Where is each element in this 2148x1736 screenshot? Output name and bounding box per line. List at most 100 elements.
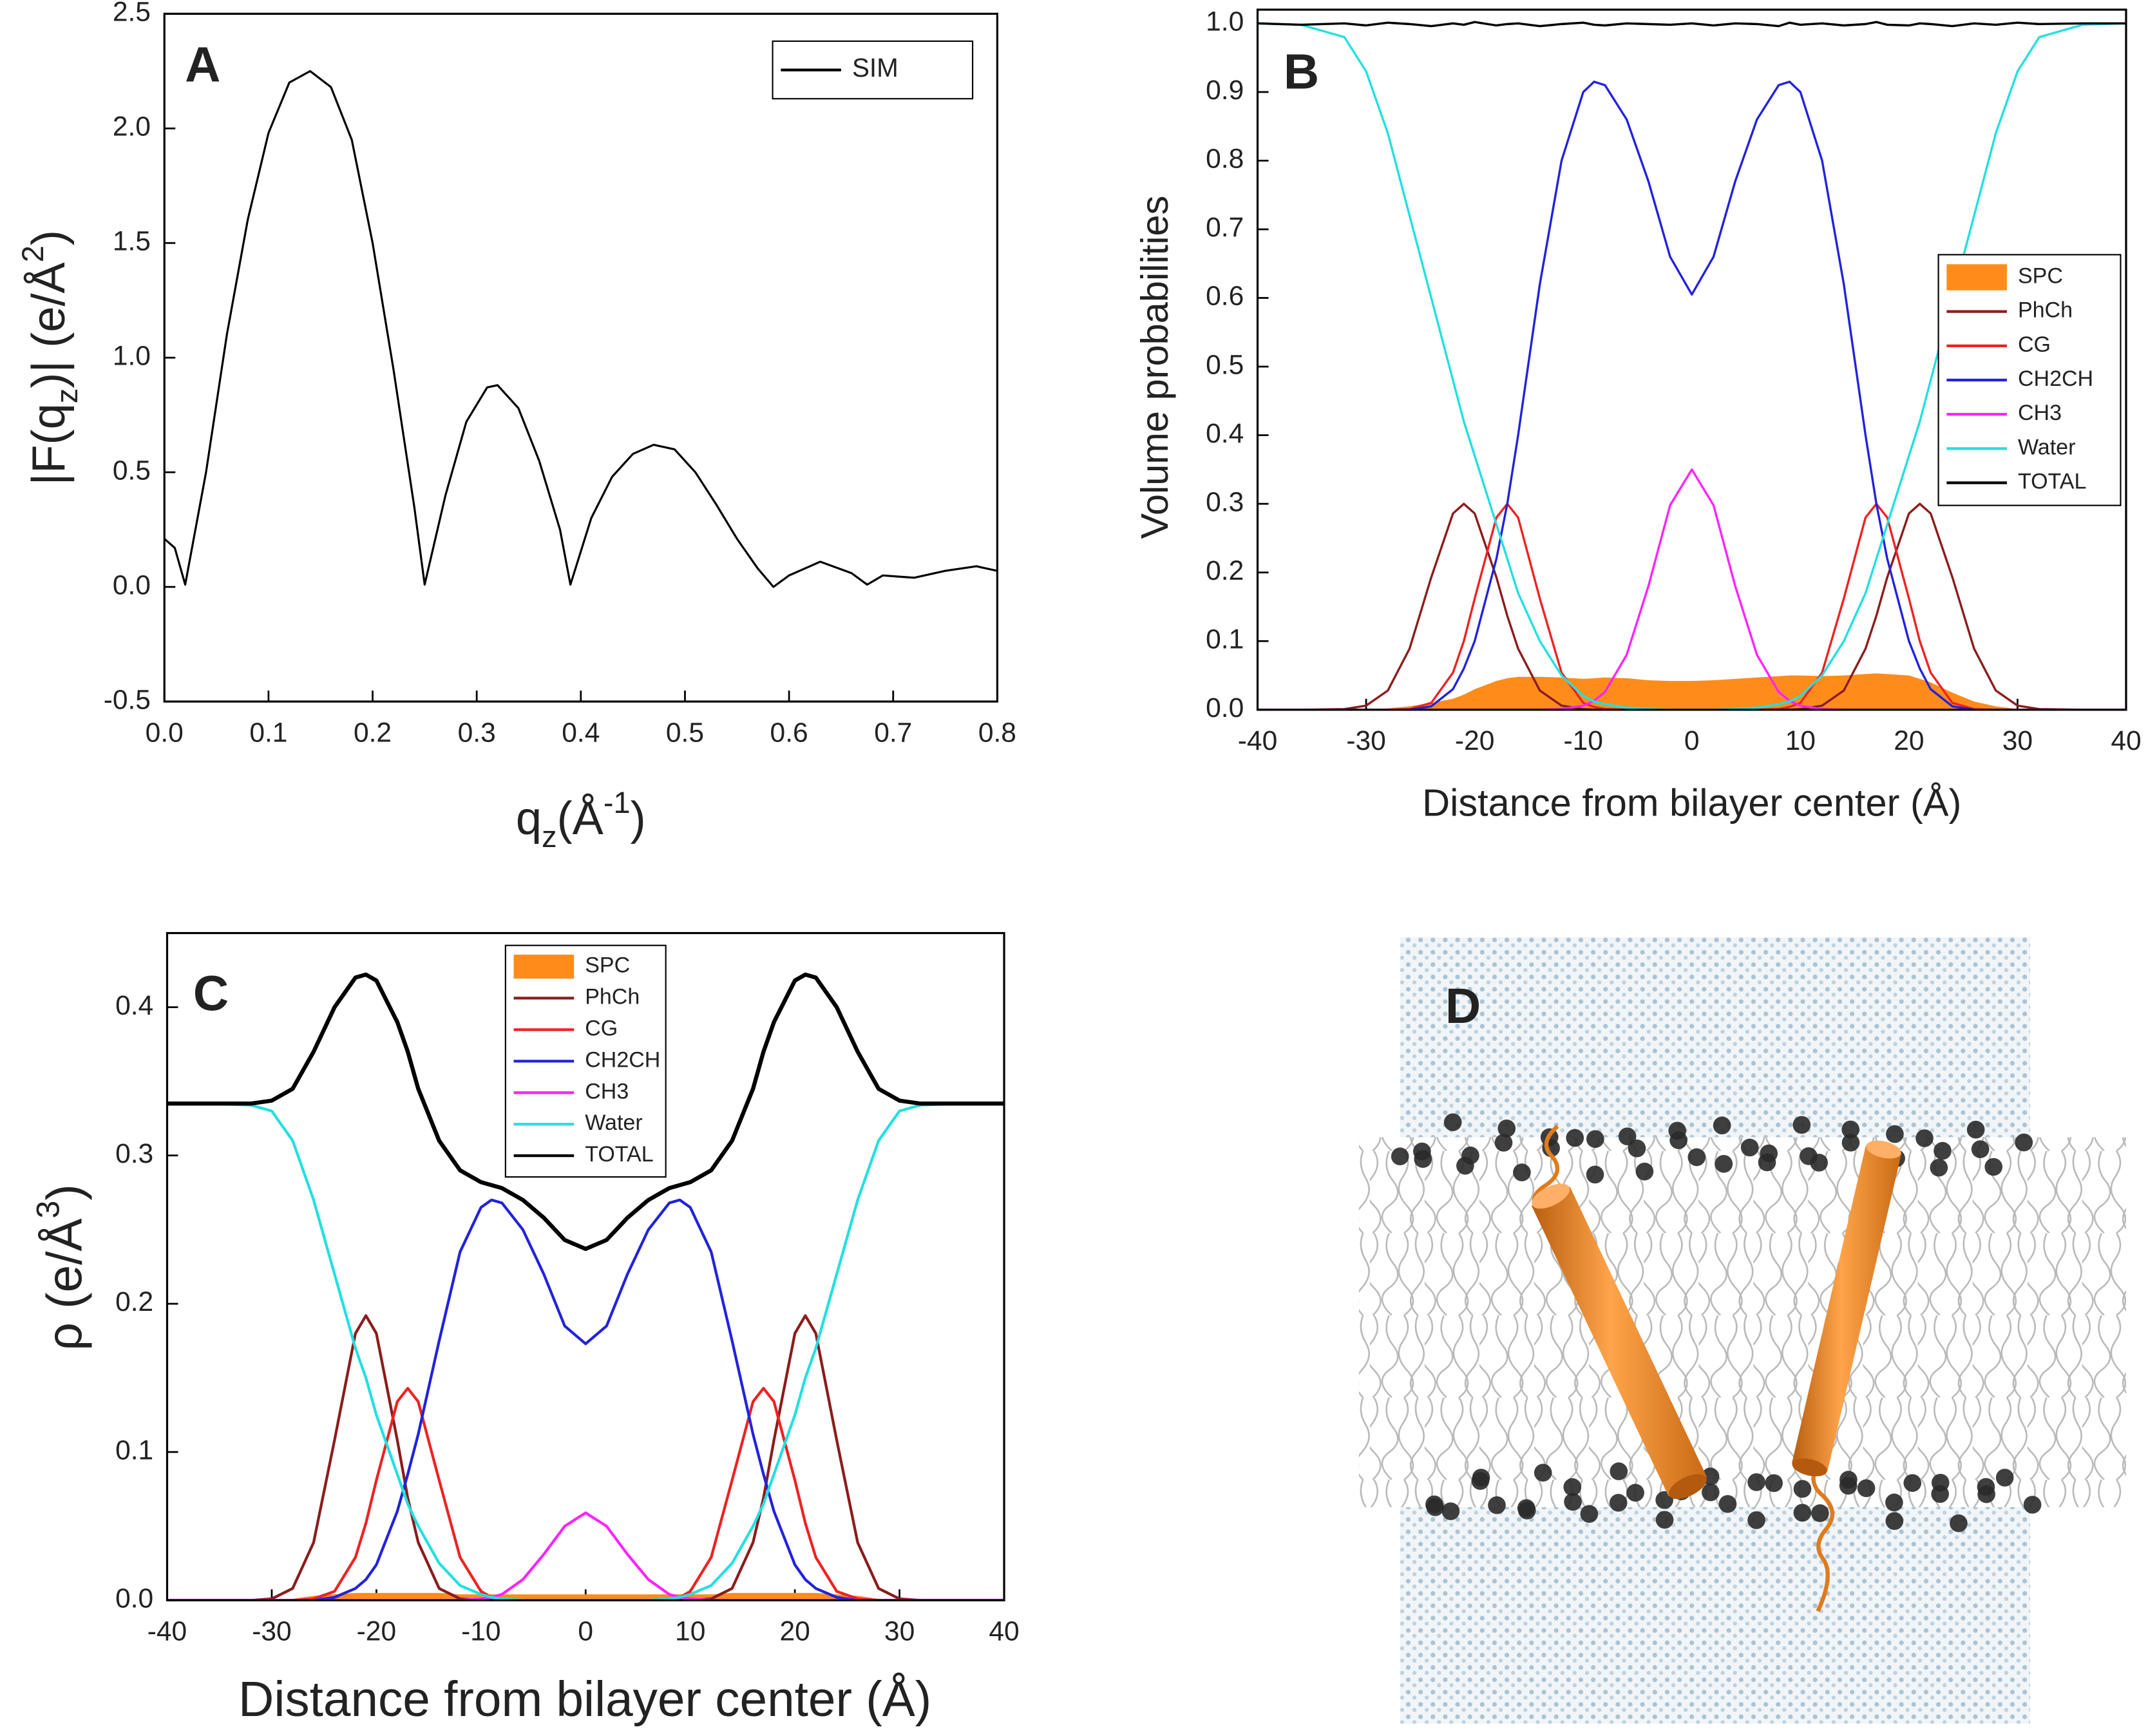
x-tick-label: 40 — [2111, 725, 2141, 756]
x-tick-label: -10 — [1563, 725, 1602, 756]
y-tick-label: 0.1 — [1206, 624, 1244, 655]
y-tick-label: 0.0 — [113, 569, 151, 600]
x-tick-label: -30 — [252, 1616, 291, 1647]
y-tick-label: 0.0 — [115, 1583, 153, 1614]
headgroup — [1760, 1144, 1778, 1163]
lipid-tails — [1358, 1137, 2126, 1507]
coil — [1811, 1465, 1834, 1612]
headgroup — [1497, 1119, 1516, 1138]
area — [167, 1592, 1005, 1601]
x-tick-label: 40 — [989, 1616, 1019, 1647]
headgroups — [1391, 1113, 2042, 1532]
y-tick-label: 0.3 — [1206, 486, 1244, 517]
helix-cylinder — [1792, 1145, 1902, 1472]
axis-label-part: )| (e/Å — [23, 262, 75, 388]
plot-area — [167, 972, 1005, 1601]
headgroup — [1618, 1127, 1637, 1145]
headgroup — [1626, 1483, 1644, 1502]
y-tick-label: 0.7 — [1206, 212, 1244, 243]
y-tick-label: 0.2 — [115, 1286, 153, 1317]
legend-label: CG — [2018, 332, 2051, 357]
x-tick-label: 0.1 — [249, 717, 287, 748]
headgroup — [1841, 1134, 1860, 1152]
area — [1257, 673, 2126, 710]
headgroup — [1713, 1116, 1731, 1134]
headgroup — [1765, 1474, 1783, 1493]
axis-label-part: -1 — [604, 785, 631, 819]
line — [167, 972, 1005, 1251]
axis-label-part: 2 — [15, 245, 50, 262]
axis-label-part: ) — [23, 230, 75, 245]
panel-label: B — [1284, 44, 1319, 99]
y-tick-label: 1.5 — [113, 226, 151, 257]
headgroup — [1984, 1158, 2003, 1176]
plot-area — [1257, 21, 2126, 710]
headgroup — [1885, 1512, 1904, 1531]
line — [1257, 502, 2126, 710]
plot-area — [164, 70, 998, 588]
y-tick-label: 0.1 — [115, 1435, 153, 1465]
helix-cap — [1532, 1183, 1570, 1209]
headgroup — [1903, 1474, 1922, 1493]
headgroup — [1915, 1129, 1934, 1147]
legend-swatch — [1946, 264, 2007, 291]
line — [1257, 81, 2126, 710]
headgroup — [1609, 1494, 1628, 1512]
axis-label: Distance from bilayer center (Å) — [1422, 781, 1961, 824]
x-tick-label: -30 — [1346, 725, 1385, 756]
y-tick-label: 2.5 — [113, 0, 151, 28]
headgroup — [1966, 1120, 1985, 1139]
axis-label-part: z — [542, 819, 557, 854]
headgroup — [1811, 1504, 1829, 1522]
legend-label: CH2CH — [2018, 367, 2093, 391]
helix-cap — [1866, 1140, 1901, 1159]
headgroup — [1747, 1473, 1765, 1491]
x-tick-label: 0 — [578, 1616, 593, 1647]
headgroup — [1995, 1469, 2014, 1487]
headgroup — [1793, 1480, 1812, 1498]
axis-label: Distance from bilayer center (Å) — [238, 1672, 931, 1727]
headgroup — [1472, 1469, 1490, 1487]
y-tick-label: 0.4 — [115, 990, 153, 1021]
panel-label: A — [185, 38, 220, 93]
headgroup — [1628, 1139, 1646, 1158]
axis-label-part: ρ (e/Å — [38, 1218, 93, 1350]
headgroup — [1413, 1142, 1431, 1161]
x-tick-label: 20 — [1894, 725, 1924, 756]
plot-frame — [1256, 8, 2127, 711]
axis-label-part: ) — [38, 1184, 93, 1200]
line — [1257, 21, 2126, 28]
x-tick-label: -10 — [461, 1616, 500, 1647]
axis-label: qz(Å-1) — [516, 785, 646, 854]
headgroup — [1885, 1493, 1903, 1512]
legend-label: TOTAL — [2018, 470, 2086, 494]
headgroup — [1740, 1138, 1759, 1157]
x-tick-label: 0.6 — [770, 717, 808, 748]
legend-label: CG — [585, 1016, 618, 1040]
headgroup — [1841, 1120, 1859, 1139]
headgroup — [1635, 1162, 1654, 1181]
line — [167, 1511, 1005, 1601]
line — [1257, 22, 2126, 710]
y-tick-label: 0.2 — [1206, 555, 1244, 586]
plot-frame — [166, 931, 1005, 1601]
x-tick-label: 10 — [1785, 725, 1816, 756]
headgroup — [1391, 1147, 1409, 1166]
legend-label: SPC — [585, 953, 630, 978]
panel-label: D — [1445, 979, 1481, 1034]
axis-label-part: q — [516, 793, 542, 844]
headgroup — [1950, 1514, 1968, 1532]
headgroup — [1441, 1502, 1460, 1520]
y-tick-label: 2.0 — [113, 111, 151, 142]
x-tick-label: 0.4 — [562, 717, 600, 748]
x-tick-label: 0.5 — [666, 717, 704, 748]
axis-label-part: |F(q — [23, 403, 75, 485]
headgroup — [1857, 1479, 1876, 1498]
headgroup — [1610, 1462, 1628, 1480]
legend-label: TOTAL — [585, 1142, 653, 1167]
panel-label: C — [193, 967, 229, 1022]
headgroup — [1971, 1140, 1990, 1158]
headgroup — [1461, 1146, 1479, 1165]
headgroup — [1792, 1116, 1811, 1134]
axis-label-part: ) — [631, 793, 646, 844]
